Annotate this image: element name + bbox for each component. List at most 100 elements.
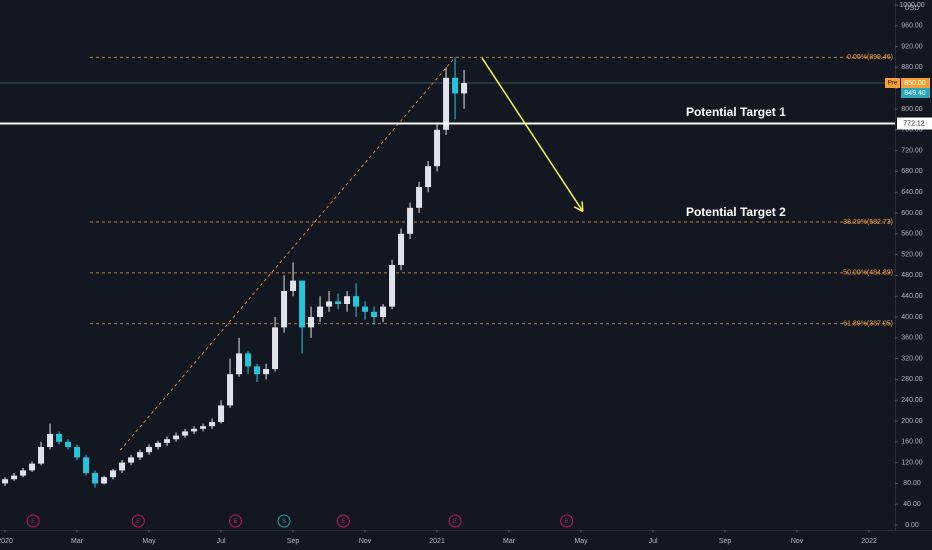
- arrow-shaft: [481, 57, 584, 212]
- candle-body: [326, 301, 333, 307]
- candle-body: [461, 83, 468, 94]
- y-tick-label: 160.00: [901, 439, 923, 446]
- event-marker: [228, 514, 242, 528]
- y-tick-label: 80.00: [903, 480, 921, 487]
- y-tick-label: 240.00: [901, 397, 923, 404]
- candle-body: [308, 317, 315, 328]
- candle-body: [155, 442, 162, 447]
- event-label: E: [31, 519, 35, 525]
- candle-body: [425, 166, 432, 187]
- candle-body: [29, 463, 36, 471]
- candle-body: [173, 435, 180, 440]
- event-marker: [26, 514, 40, 528]
- candle-body: [407, 207, 414, 234]
- candle-body: [20, 470, 27, 476]
- candle-body: [92, 473, 99, 484]
- candle-body: [119, 462, 126, 471]
- candle-body: [227, 374, 234, 406]
- target-price-box: [897, 117, 932, 130]
- y-tick-label: 800.00: [901, 106, 923, 113]
- candle-body: [317, 306, 324, 317]
- candle-body: [101, 477, 108, 484]
- event-label: S: [282, 519, 286, 525]
- candle-body: [200, 426, 207, 429]
- candle-body: [335, 301, 342, 304]
- candle-body: [434, 129, 441, 167]
- candle-body: [443, 77, 450, 130]
- y-tick-label: 920.00: [901, 43, 923, 50]
- x-tick-label: Sep: [287, 538, 300, 545]
- candle-body: [191, 428, 198, 432]
- x-tick-label: May: [142, 538, 156, 545]
- candle-body: [164, 439, 171, 443]
- candle-body: [2, 479, 9, 484]
- candle-body: [56, 434, 63, 442]
- trend-line: [119, 57, 456, 451]
- fib-label: 38.20%(582.73): [843, 219, 893, 226]
- candle-body: [299, 280, 306, 328]
- y-tick-label: 680.00: [901, 168, 923, 175]
- x-tick-label: May: [574, 538, 588, 545]
- candle-body: [209, 422, 216, 427]
- pre-tag: Pre: [888, 81, 898, 87]
- pre-tag-box: [885, 78, 900, 88]
- last-price-label: 849.40: [904, 90, 926, 97]
- x-tick-label: Nov: [359, 538, 372, 545]
- candle-body: [245, 353, 252, 367]
- y-tick-label: 400.00: [901, 314, 923, 321]
- y-tick-label: 880.00: [901, 64, 923, 71]
- candle-body: [281, 291, 288, 328]
- candle-body: [146, 447, 153, 453]
- candle-body: [74, 447, 81, 458]
- candle-body: [254, 366, 261, 375]
- event-label: E: [453, 519, 457, 525]
- pre-price-label: 850.00: [904, 80, 926, 87]
- y-tick-label: 720.00: [901, 147, 923, 154]
- candle-body: [353, 296, 360, 307]
- arrow-head: [573, 206, 584, 213]
- candle-body: [263, 369, 270, 375]
- x-tick-label: Mar: [71, 538, 84, 545]
- candle-body: [452, 77, 459, 94]
- candle-body: [218, 405, 225, 423]
- event-marker: [336, 514, 350, 528]
- last-price-box: [901, 88, 930, 98]
- event-marker: [277, 514, 291, 528]
- event-marker: [131, 514, 145, 528]
- annotation: Potential Target 2: [686, 205, 786, 219]
- event-label: E: [565, 519, 569, 525]
- fib-label: 0.00%(899.46): [847, 54, 893, 61]
- y-tick-label: 280.00: [901, 376, 923, 383]
- candle-body: [362, 306, 369, 312]
- candle-body: [47, 434, 54, 447]
- x-tick-label: Sep: [719, 538, 732, 545]
- event-label: E: [233, 519, 237, 525]
- candle-body: [380, 306, 387, 317]
- y-tick-label: 560.00: [901, 231, 923, 238]
- y-tick-label: 960.00: [901, 23, 923, 30]
- candle-body: [83, 457, 90, 473]
- x-tick-label: Jul: [217, 538, 226, 545]
- annotation: Potential Target 1: [686, 105, 786, 119]
- event-marker: [560, 514, 574, 528]
- event-label: E: [136, 519, 140, 525]
- y-tick-label: 360.00: [901, 335, 923, 342]
- y-tick-label: 200.00: [901, 418, 923, 425]
- y-tick-label: 520.00: [901, 251, 923, 258]
- x-tick-label: Mar: [503, 538, 516, 545]
- fib-label: 61.80%(387.05): [843, 321, 893, 328]
- candle-body: [38, 447, 45, 464]
- candle-body: [236, 353, 243, 375]
- pre-price-box: [901, 78, 930, 88]
- fib-label: 50.00%(484.89): [843, 270, 893, 277]
- y-tick-label: 1000.00: [899, 2, 924, 9]
- y-tick-label: 760.00: [901, 127, 923, 134]
- candle-body: [416, 187, 423, 208]
- x-tick-label: 2021: [429, 538, 445, 545]
- candle-body: [344, 296, 351, 304]
- y-tick-label: 600.00: [901, 210, 923, 217]
- x-tick-label: Jul: [649, 538, 658, 545]
- candle-body: [11, 475, 18, 480]
